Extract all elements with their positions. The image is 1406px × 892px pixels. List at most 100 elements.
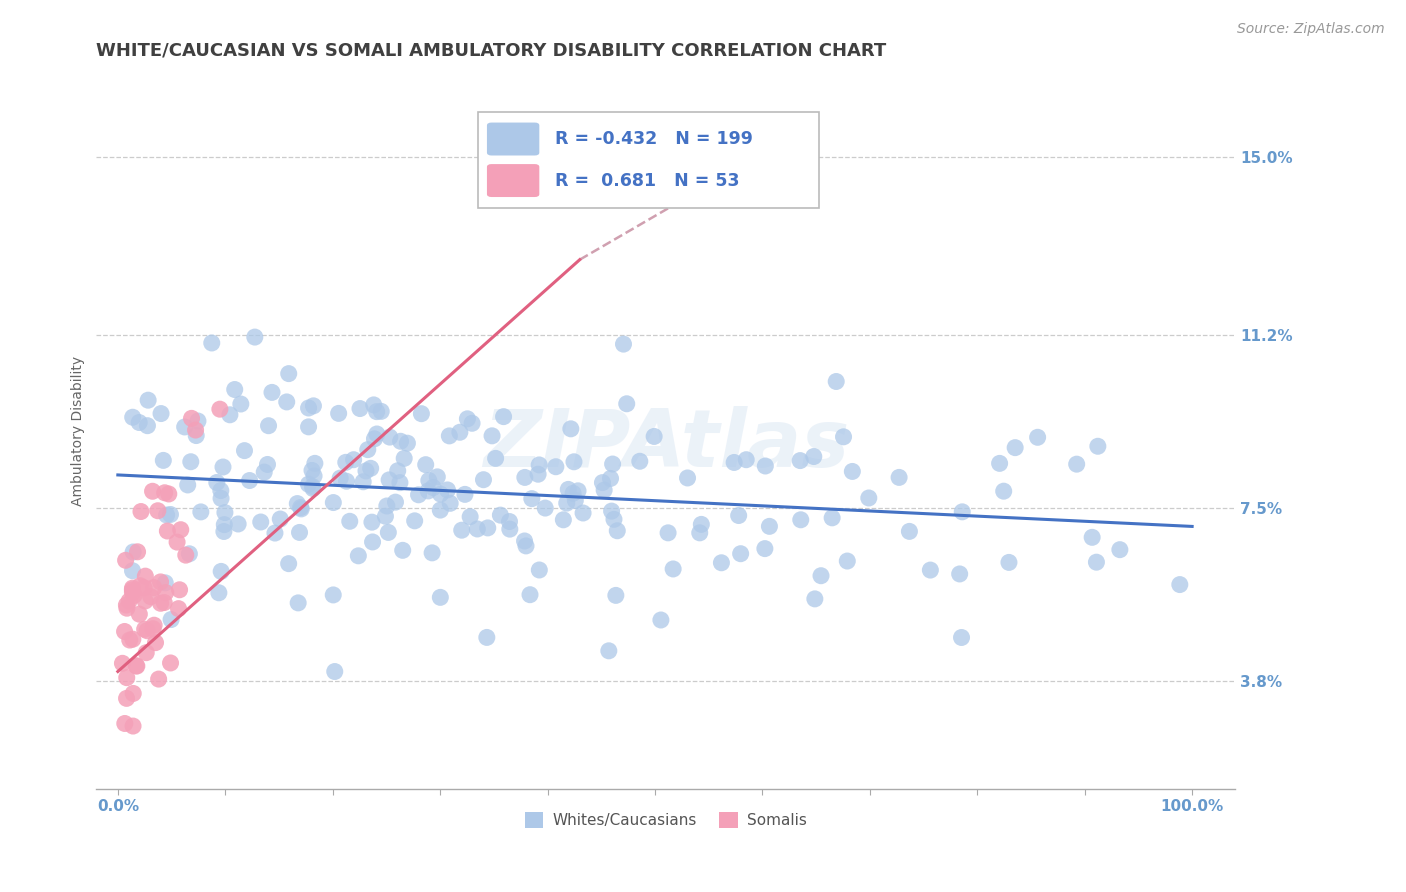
- Point: [562, 455, 585, 469]
- Point: [201, 335, 224, 350]
- Point: [276, 395, 298, 409]
- Point: [616, 397, 638, 411]
- Point: [557, 483, 579, 497]
- Point: [388, 475, 411, 490]
- Point: [841, 465, 863, 479]
- Point: [612, 337, 634, 351]
- Point: [150, 407, 173, 421]
- Point: [212, 460, 235, 475]
- Point: [208, 402, 231, 417]
- Point: [297, 420, 319, 434]
- Point: [481, 429, 503, 443]
- Point: [152, 453, 174, 467]
- Point: [149, 574, 172, 589]
- Point: [277, 557, 299, 571]
- Point: [384, 495, 406, 509]
- Point: [114, 624, 136, 639]
- Point: [328, 406, 350, 420]
- Point: [186, 428, 208, 442]
- Point: [404, 514, 426, 528]
- Point: [219, 408, 242, 422]
- Point: [553, 513, 575, 527]
- Point: [564, 493, 586, 508]
- Point: [544, 459, 567, 474]
- Point: [229, 397, 252, 411]
- Point: [205, 475, 228, 490]
- Point: [257, 418, 280, 433]
- Point: [477, 521, 499, 535]
- Point: [429, 591, 451, 605]
- Point: [115, 691, 138, 706]
- Point: [249, 515, 271, 529]
- Point: [302, 482, 325, 496]
- Point: [730, 547, 752, 561]
- Point: [993, 484, 1015, 499]
- Point: [643, 429, 665, 443]
- Point: [187, 414, 209, 428]
- Point: [269, 512, 291, 526]
- Point: [134, 622, 156, 636]
- Point: [498, 515, 520, 529]
- Point: [354, 464, 377, 478]
- Point: [297, 477, 319, 491]
- Point: [602, 457, 624, 471]
- Point: [153, 595, 176, 609]
- Point: [184, 423, 207, 437]
- Point: [758, 519, 780, 533]
- Point: [173, 420, 195, 434]
- Point: [122, 588, 145, 602]
- Point: [111, 657, 134, 671]
- Point: [529, 563, 551, 577]
- Point: [392, 451, 415, 466]
- Point: [302, 469, 325, 483]
- Point: [128, 607, 150, 622]
- Point: [723, 455, 745, 469]
- Point: [156, 508, 179, 522]
- Point: [146, 504, 169, 518]
- Point: [396, 436, 419, 450]
- Point: [209, 483, 232, 498]
- Point: [253, 465, 276, 479]
- Point: [450, 523, 472, 537]
- Point: [572, 506, 595, 520]
- Point: [256, 458, 278, 472]
- Point: [1108, 542, 1130, 557]
- Point: [160, 613, 183, 627]
- Point: [339, 514, 361, 528]
- Text: R = -0.432   N = 199: R = -0.432 N = 199: [555, 130, 754, 148]
- Point: [429, 503, 451, 517]
- Text: WHITE/CAUCASIAN VS SOMALI AMBULATORY DISABILITY CORRELATION CHART: WHITE/CAUCASIAN VS SOMALI AMBULATORY DIS…: [97, 42, 887, 60]
- Point: [429, 487, 451, 501]
- Point: [122, 545, 145, 559]
- Point: [142, 581, 165, 595]
- Point: [411, 407, 433, 421]
- Point: [950, 505, 973, 519]
- Point: [513, 470, 536, 484]
- Text: R =  0.681   N = 53: R = 0.681 N = 53: [555, 171, 740, 190]
- Point: [121, 582, 143, 597]
- Point: [361, 515, 384, 529]
- Point: [170, 523, 193, 537]
- Point: [790, 513, 813, 527]
- Point: [239, 474, 262, 488]
- Point: [1168, 577, 1191, 591]
- Point: [122, 719, 145, 733]
- Point: [155, 585, 177, 599]
- Point: [224, 383, 246, 397]
- Point: [825, 375, 848, 389]
- Point: [754, 541, 776, 556]
- Point: [136, 624, 159, 638]
- Point: [449, 425, 471, 440]
- Point: [290, 502, 312, 516]
- Point: [155, 575, 177, 590]
- Point: [121, 581, 143, 595]
- Point: [515, 539, 537, 553]
- Point: [366, 404, 388, 418]
- Point: [180, 411, 202, 425]
- Point: [676, 471, 699, 485]
- Point: [387, 464, 409, 478]
- Point: [177, 478, 200, 492]
- Point: [322, 588, 344, 602]
- Point: [832, 430, 855, 444]
- Point: [167, 601, 190, 615]
